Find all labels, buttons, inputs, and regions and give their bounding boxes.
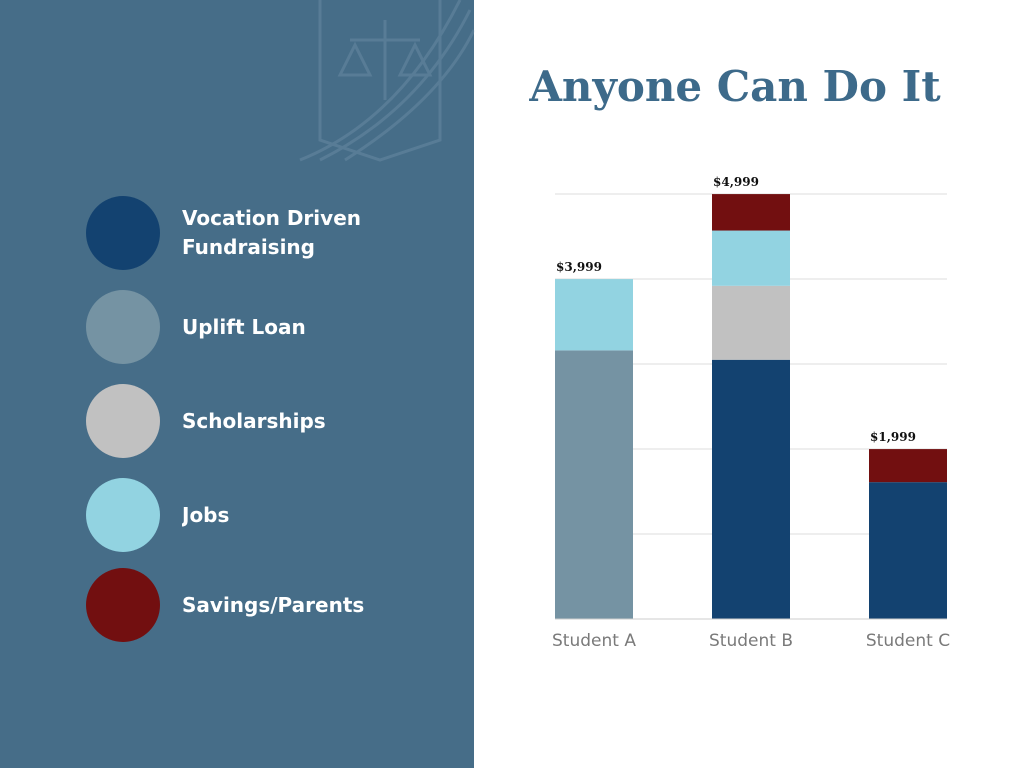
total-label: $4,999 [713, 175, 759, 189]
legend-item: Vocation Driven Fundraising [182, 193, 452, 273]
bar-segment [869, 449, 947, 483]
logo-watermark [299, 0, 476, 162]
legend-swatch [86, 478, 160, 552]
legend-row: Savings/Parents [182, 565, 452, 645]
legend-row: Uplift Loan [182, 287, 452, 367]
bar-segment [712, 285, 790, 360]
legend-item: Scholarships [182, 381, 452, 461]
legend-item: Savings/Parents [182, 565, 452, 645]
legend-swatch [86, 384, 160, 458]
legend-row: Scholarships [182, 381, 452, 461]
legend-label: Uplift Loan [182, 314, 306, 339]
side-panel [0, 0, 474, 768]
bar-segment [555, 350, 633, 619]
bar-segment [712, 194, 790, 231]
bar-segment [555, 279, 633, 351]
chart-title: Anyone Can Do It [528, 62, 941, 111]
x-tick-label: Student C [866, 631, 950, 651]
legend-item: Jobs [182, 475, 452, 555]
legend-row: Jobs [182, 475, 452, 555]
bar-segment [712, 359, 790, 619]
legend-label: Vocation Driven Fundraising [182, 206, 361, 259]
total-label: $1,999 [870, 430, 916, 444]
legend-item: Uplift Loan [182, 287, 452, 367]
legend-row: Vocation Driven Fundraising [182, 193, 452, 273]
x-tick-label: Student A [552, 631, 636, 651]
bar-segment [712, 230, 790, 286]
legend-swatch [86, 568, 160, 642]
legend-label: Savings/Parents [182, 592, 365, 617]
bar-segment [869, 482, 947, 619]
x-tick-label: Student B [709, 631, 793, 651]
legend-label: Scholarships [182, 408, 326, 433]
total-label: $3,999 [556, 260, 602, 274]
legend-label: Jobs [182, 502, 230, 527]
legend-swatch [86, 290, 160, 364]
legend-swatch [86, 196, 160, 270]
